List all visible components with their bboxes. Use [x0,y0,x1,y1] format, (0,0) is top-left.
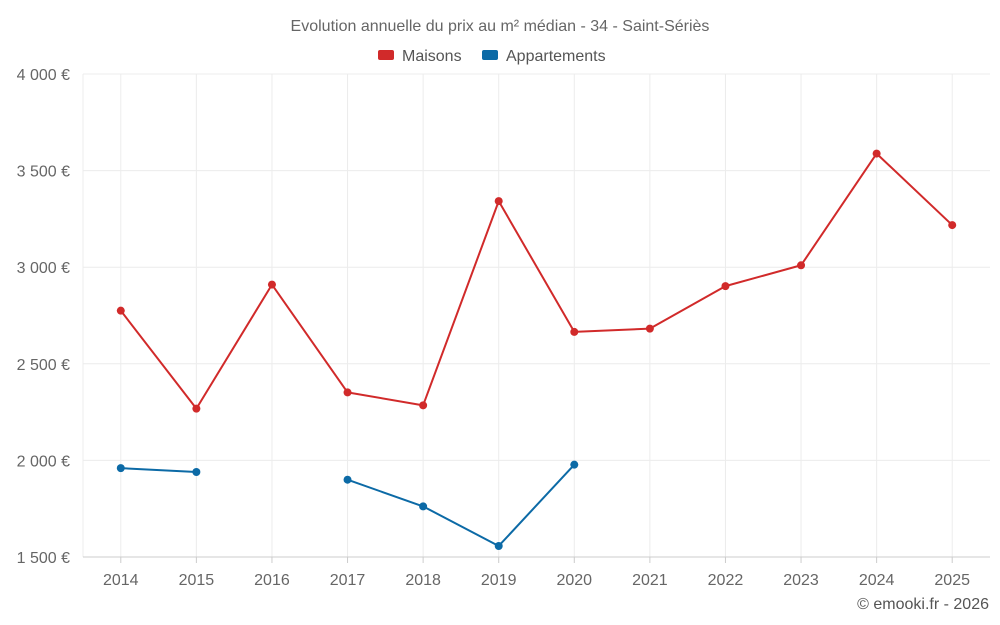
data-point-appartements[interactable] [419,502,428,511]
y-tick-label: 3 500 € [17,164,70,181]
grid [82,73,990,557]
data-point-maisons[interactable] [267,280,276,289]
series-line-appartements [120,467,197,473]
legend-swatch-appartements [482,50,498,60]
y-axis-ticks: 1 500 € 2 000 € 2 500 € 3 000 € 3 500 € 4 000… [17,67,70,567]
x-tick-label: 2021 [632,572,668,589]
data-point-maisons[interactable] [721,282,730,291]
data-point-appartements[interactable] [192,467,201,476]
data-point-maisons[interactable] [645,324,654,333]
data-point-appartements[interactable] [494,541,503,550]
legend-label-maisons: Maisons [402,48,462,65]
legend: Maisons Appartements [378,48,606,65]
legend-label-appartements: Appartements [506,48,606,65]
x-tick-label: 2020 [556,572,592,589]
data-point-appartements[interactable] [343,475,352,484]
chart-title: Evolution annuelle du prix au m² médian … [291,18,710,35]
y-tick-label: 1 500 € [17,550,70,567]
series [116,149,957,550]
legend-swatch-maisons [378,50,394,60]
x-tick-label: 2018 [405,572,441,589]
data-point-maisons[interactable] [948,221,957,230]
y-tick-label: 2 000 € [17,453,70,470]
y-tick-label: 4 000 € [17,67,70,84]
credit-text: © emooki.fr - 2026 [857,596,989,613]
data-point-maisons[interactable] [494,197,503,206]
data-point-maisons[interactable] [872,149,881,158]
series-appartements [116,460,579,550]
legend-item-appartements[interactable]: Appartements [482,48,606,65]
series-maisons [116,149,957,413]
x-tick-label: 2019 [481,572,517,589]
x-tick-label: 2015 [179,572,215,589]
x-tick-label: 2017 [330,572,366,589]
data-point-appartements[interactable] [116,464,125,473]
data-point-maisons[interactable] [570,327,579,336]
x-axis-ticks: 2014 2015 2016 2017 2018 2019 2020 2021 2022 2023… [83,556,990,589]
data-point-maisons[interactable] [343,388,352,397]
x-tick-label: 2023 [783,572,819,589]
series-line-maisons [119,152,953,410]
x-tick-label: 2025 [934,572,970,589]
data-point-maisons[interactable] [116,306,125,315]
y-tick-label: 3 000 € [17,260,70,277]
data-point-appartements[interactable] [570,460,579,469]
data-point-maisons[interactable] [419,401,428,410]
data-point-maisons[interactable] [192,404,201,413]
x-tick-label: 2022 [708,572,744,589]
x-tick-label: 2014 [103,572,139,589]
x-tick-label: 2016 [254,572,290,589]
legend-item-maisons[interactable]: Maisons [378,48,462,65]
data-point-maisons[interactable] [797,261,806,270]
x-tick-label: 2024 [859,572,895,589]
series-line-appartements [347,463,576,547]
y-tick-label: 2 500 € [17,357,70,374]
